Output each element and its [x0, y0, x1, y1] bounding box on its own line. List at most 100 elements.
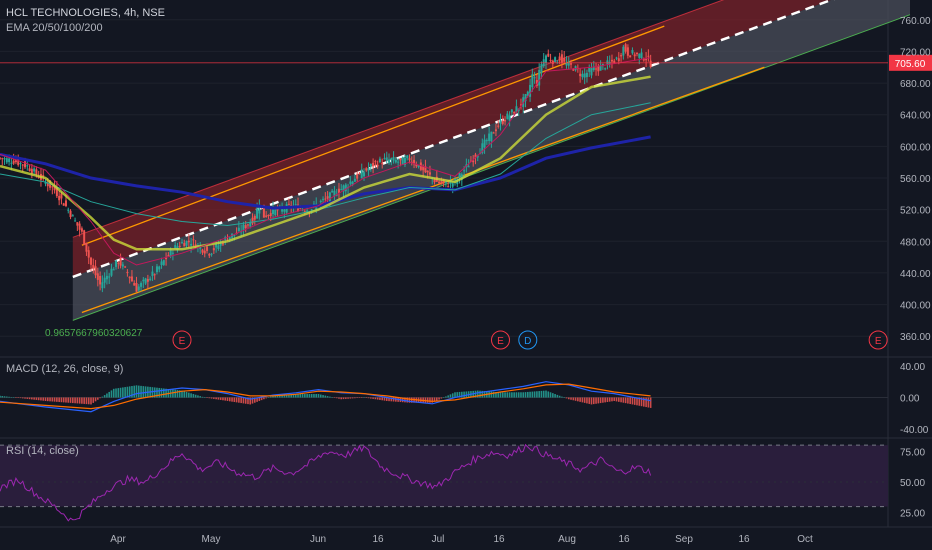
- candle-body: [181, 242, 183, 244]
- candle-body: [326, 196, 329, 199]
- candle-body: [519, 104, 522, 106]
- candle-body: [5, 158, 8, 163]
- candle-body: [422, 166, 425, 171]
- macd-histogram-bar: [292, 394, 295, 398]
- macd-histogram-bar: [58, 397, 60, 403]
- macd-histogram-bar: [172, 389, 174, 398]
- candle-body: [622, 46, 625, 56]
- candle-body: [10, 162, 13, 164]
- macd-histogram-bar: [254, 397, 256, 403]
- candle-body: [199, 246, 202, 249]
- candle-body: [306, 210, 309, 212]
- candle-body: [549, 59, 552, 62]
- candle-body: [3, 158, 6, 160]
- candle-body: [337, 188, 340, 194]
- candle-body: [233, 234, 236, 236]
- macd-histogram-bar: [622, 397, 625, 403]
- macd-histogram-bar: [360, 397, 363, 398]
- candle-body: [474, 154, 477, 158]
- macd-histogram-bar: [135, 385, 138, 398]
- candle-body: [76, 222, 79, 226]
- candle-body: [140, 282, 143, 287]
- candle-body: [171, 252, 174, 254]
- candle-body: [124, 266, 127, 268]
- macd-histogram-bar: [549, 392, 552, 398]
- last-price-marker: [889, 54, 932, 71]
- candle-body: [267, 214, 270, 216]
- macd-histogram-bar: [385, 397, 388, 401]
- candle-body: [287, 203, 290, 205]
- macd-histogram-bar: [42, 397, 45, 401]
- candle-body: [579, 73, 582, 77]
- candle-body: [0, 157, 1, 159]
- macd-histogram-bar: [620, 397, 622, 403]
- macd-histogram-bar: [495, 391, 497, 398]
- event-marker-label: E: [875, 336, 882, 347]
- macd-histogram-bar: [256, 397, 258, 402]
- macd-histogram-bar: [85, 397, 88, 405]
- candle-body: [165, 257, 168, 260]
- candle-body: [463, 170, 466, 172]
- macd-histogram-bar: [67, 397, 70, 403]
- macd-histogram-bar: [520, 392, 522, 398]
- macd-histogram-bar: [213, 397, 215, 399]
- macd-histogram-bar: [197, 395, 199, 398]
- candle-body: [449, 181, 452, 184]
- candle-body: [642, 58, 645, 61]
- macd-histogram-bar: [370, 397, 372, 399]
- macd-histogram-bar: [288, 394, 290, 398]
- candle-body: [206, 246, 209, 251]
- trend-line: [81, 66, 765, 314]
- macd-histogram-bar: [333, 397, 336, 398]
- candle-body: [14, 160, 17, 163]
- candle-body: [272, 207, 274, 214]
- fib-ratio: 0.9657667960320627: [45, 328, 142, 339]
- candle-body: [142, 279, 145, 282]
- macd-histogram-bar: [21, 397, 24, 399]
- macd-histogram-bar: [447, 395, 449, 398]
- channel-lower-line: [72, 14, 911, 321]
- macd-histogram-bar: [497, 392, 500, 398]
- candle-body: [137, 286, 140, 291]
- candle-body: [488, 133, 491, 141]
- macd-histogram-bar: [153, 387, 156, 398]
- candle-body: [497, 125, 500, 127]
- candle-body: [490, 131, 493, 142]
- macd-histogram-bar: [647, 397, 650, 408]
- macd-histogram-bar: [638, 397, 641, 406]
- candle-body: [392, 157, 395, 161]
- channel-midline: [72, 0, 835, 279]
- macd-histogram-bar: [490, 391, 493, 398]
- macd-histogram-bar: [247, 397, 249, 405]
- macd-histogram-bar: [163, 388, 165, 398]
- candle-body: [151, 271, 154, 276]
- macd-histogram-bar: [613, 397, 616, 401]
- candle-body: [545, 55, 547, 64]
- candle-body: [353, 178, 356, 182]
- y-tick-label: 520.00: [900, 206, 931, 217]
- candle-body: [601, 63, 604, 66]
- macd-histogram-bar: [595, 397, 597, 404]
- macd-histogram-bar: [76, 397, 79, 404]
- macd-histogram-bar: [358, 397, 361, 398]
- rsi-line: [0, 443, 652, 522]
- candle-body: [399, 158, 402, 161]
- candle-body: [210, 253, 213, 255]
- macd-histogram-bar: [283, 394, 286, 398]
- candle-body: [483, 139, 486, 148]
- macd-histogram-bar: [8, 396, 10, 398]
- macd-histogram-bar: [290, 394, 292, 398]
- macd-histogram-bar: [604, 397, 606, 403]
- macd-histogram-bar: [540, 390, 543, 398]
- candle-body: [426, 170, 429, 173]
- macd-histogram-bar: [183, 391, 186, 398]
- candle-body: [649, 60, 652, 68]
- candle-body: [51, 186, 54, 188]
- y-tick-label: 360.00: [900, 332, 931, 343]
- ema-label: EMA 20/50/100/200: [6, 22, 103, 34]
- macd-histogram-bar: [513, 392, 515, 398]
- candle-body: [360, 169, 363, 179]
- candle-body: [130, 276, 133, 282]
- macd-histogram-bar: [188, 392, 190, 398]
